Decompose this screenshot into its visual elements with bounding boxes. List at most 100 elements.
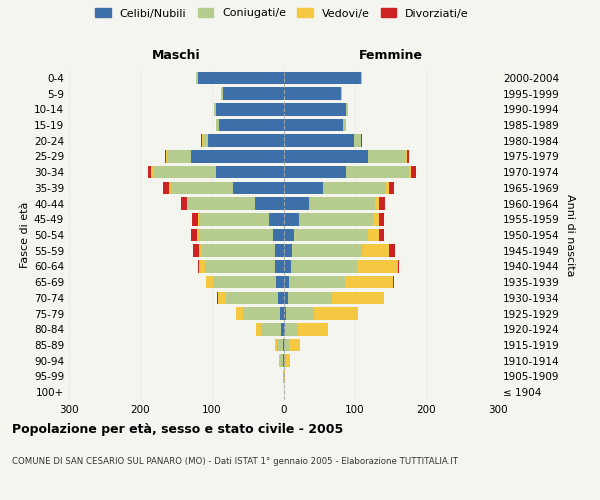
Bar [191,228,197,241]
Bar [219,118,284,132]
Bar [409,166,412,178]
Bar [202,134,203,147]
Bar [368,228,379,241]
Bar [389,182,394,194]
Bar [279,354,280,367]
Bar [277,276,284,288]
Bar [198,72,284,84]
Bar [361,72,362,84]
Bar [373,213,379,226]
Text: Maschi: Maschi [152,48,200,62]
Legend: Celibi/Nubili, Coniugati/e, Vedovi/e, Divorziati/e: Celibi/Nubili, Coniugati/e, Vedovi/e, Di… [95,8,469,18]
Bar [412,166,416,178]
Bar [284,150,368,162]
Bar [199,244,202,257]
Bar [283,354,284,367]
Bar [236,308,243,320]
Bar [308,198,375,210]
Bar [166,150,167,162]
Bar [169,182,170,194]
Bar [284,182,323,194]
Bar [280,308,284,320]
Bar [223,88,284,100]
Bar [208,134,284,147]
Bar [286,308,314,320]
Bar [379,228,385,241]
Bar [375,198,379,210]
Bar [346,103,348,116]
Bar [284,88,341,100]
Bar [290,260,357,272]
Bar [284,213,299,226]
Bar [214,103,215,116]
Bar [196,72,198,84]
Bar [407,150,409,162]
Bar [191,150,284,162]
Y-axis label: Anni di nascita: Anni di nascita [565,194,575,276]
Bar [288,292,332,304]
Bar [283,338,284,351]
Bar [198,213,199,226]
Text: Femmine: Femmine [359,48,423,62]
Bar [165,150,166,162]
Bar [192,213,198,226]
Bar [284,166,346,178]
Bar [284,134,353,147]
Bar [188,198,255,210]
Bar [284,354,286,367]
Bar [346,166,409,178]
Bar [284,276,289,288]
Bar [284,370,285,382]
Bar [284,228,294,241]
Bar [284,244,292,257]
Bar [163,182,169,194]
Bar [215,166,284,178]
Bar [314,308,358,320]
Bar [289,338,300,351]
Bar [284,308,286,320]
Bar [206,276,214,288]
Bar [284,292,288,304]
Bar [294,228,368,241]
Bar [284,103,346,116]
Bar [216,118,219,132]
Bar [262,323,281,336]
Bar [283,370,284,382]
Bar [393,276,394,288]
Bar [273,228,284,241]
Bar [255,198,284,210]
Text: COMUNE DI SAN CESARIO SUL PANARO (MO) - Dati ISTAT 1° gennaio 2005 - Elaborazion: COMUNE DI SAN CESARIO SUL PANARO (MO) - … [12,458,458,466]
Bar [284,260,290,272]
Bar [214,276,277,288]
Bar [280,354,283,367]
Bar [269,213,284,226]
Bar [202,244,275,257]
Bar [284,198,308,210]
Bar [361,134,362,147]
Bar [298,323,328,336]
Bar [218,292,226,304]
Bar [275,338,277,351]
Bar [187,198,188,210]
Bar [362,244,389,257]
Bar [299,213,373,226]
Text: Popolazione per età, sesso e stato civile - 2005: Popolazione per età, sesso e stato civil… [12,422,343,436]
Bar [284,323,285,336]
Bar [193,244,199,257]
Bar [199,213,269,226]
Bar [343,118,346,132]
Bar [199,260,205,272]
Bar [203,134,208,147]
Bar [286,354,290,367]
Bar [226,292,278,304]
Bar [197,228,199,241]
Bar [148,166,151,178]
Bar [256,323,262,336]
Bar [341,88,342,100]
Bar [233,182,284,194]
Bar [398,260,400,272]
Bar [151,166,152,178]
Bar [383,292,385,304]
Bar [406,150,407,162]
Bar [285,323,298,336]
